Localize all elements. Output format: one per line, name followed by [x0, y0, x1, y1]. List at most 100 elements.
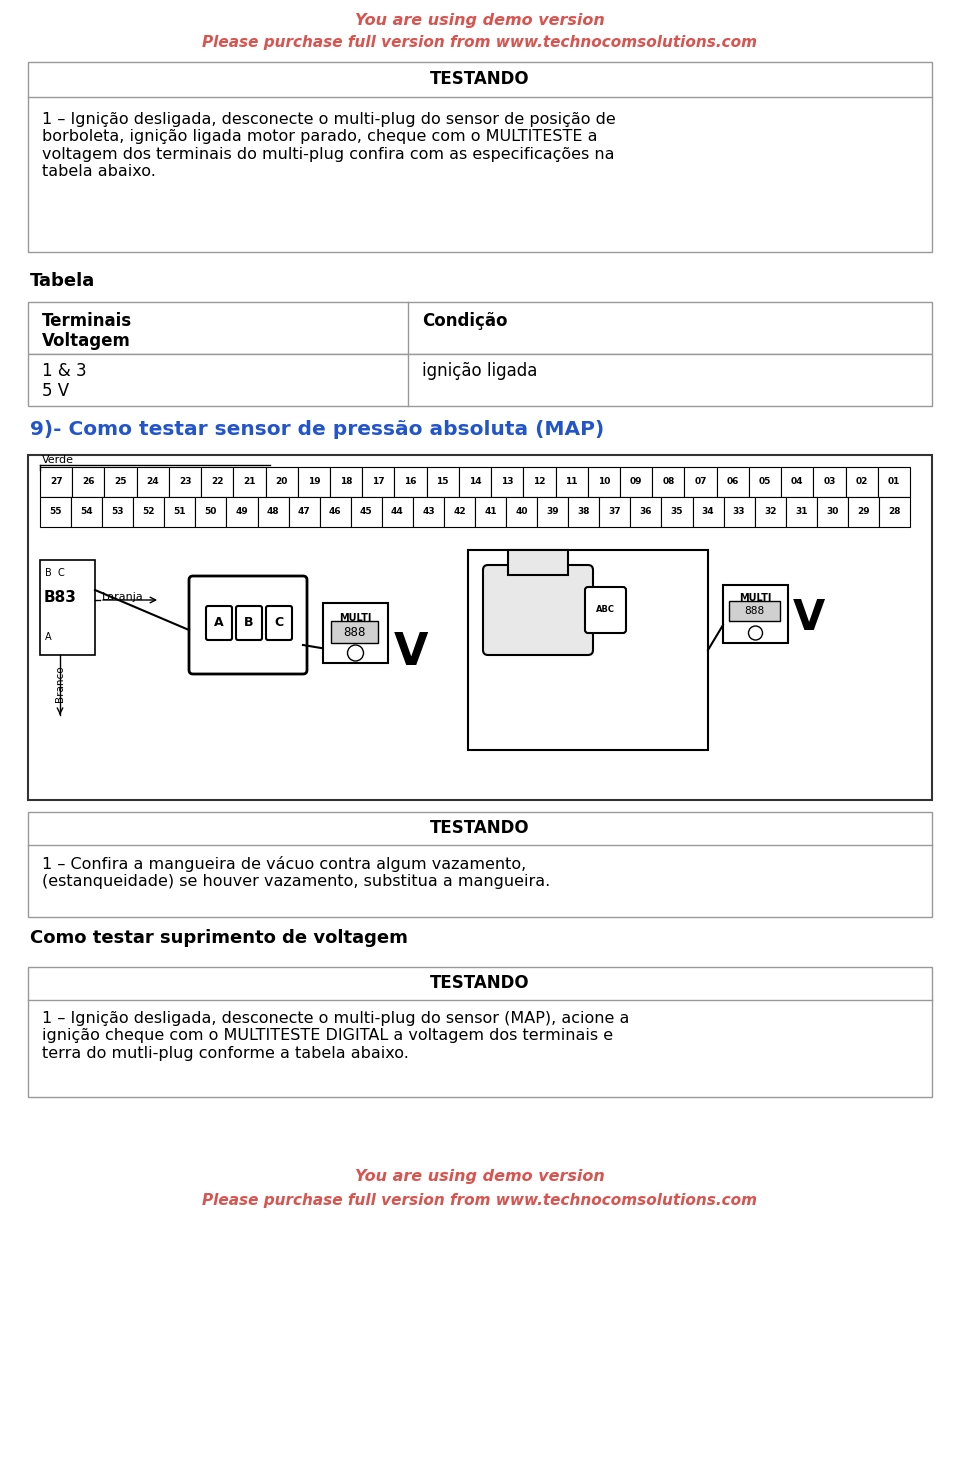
Bar [652, 467, 684, 497]
FancyBboxPatch shape [189, 576, 307, 674]
Text: 1 – Ignição desligada, desconecte o multi-plug do sensor (MAP), acione a
ignição: 1 – Ignição desligada, desconecte o mult… [42, 1011, 630, 1061]
Bar [289, 497, 320, 527]
FancyBboxPatch shape [483, 565, 593, 654]
Text: Tabela: Tabela [30, 272, 95, 289]
Text: ABC: ABC [595, 605, 614, 614]
Text: Branco: Branco [55, 665, 65, 702]
Bar [492, 467, 523, 497]
Bar [692, 497, 724, 527]
Text: 21: 21 [243, 478, 255, 487]
Circle shape [348, 646, 364, 660]
Text: Condição: Condição [422, 312, 508, 329]
Bar [729, 601, 780, 620]
Bar [40, 467, 72, 497]
Text: Please purchase full version from www.technocomsolutions.com: Please purchase full version from www.te… [203, 1193, 757, 1208]
Text: 06: 06 [727, 478, 739, 487]
Text: 26: 26 [83, 478, 95, 487]
Bar [781, 467, 813, 497]
Bar [105, 467, 136, 497]
Bar [40, 559, 95, 654]
Text: 16: 16 [404, 478, 417, 487]
Text: B83: B83 [44, 591, 77, 605]
Bar [556, 467, 588, 497]
Text: 49: 49 [235, 508, 249, 516]
Text: 50: 50 [204, 508, 217, 516]
Bar [785, 497, 817, 527]
Text: 41: 41 [484, 508, 497, 516]
Bar [195, 497, 227, 527]
Bar [755, 497, 785, 527]
Text: 42: 42 [453, 508, 466, 516]
Text: 08: 08 [662, 478, 675, 487]
Text: 51: 51 [174, 508, 186, 516]
Text: V: V [394, 631, 428, 674]
Text: 20: 20 [276, 478, 288, 487]
Bar [508, 551, 568, 574]
Text: 52: 52 [142, 508, 155, 516]
Text: 07: 07 [694, 478, 707, 487]
Bar [620, 467, 652, 497]
Text: 39: 39 [546, 508, 559, 516]
Text: 05: 05 [758, 478, 771, 487]
FancyBboxPatch shape [236, 605, 262, 640]
Bar [588, 467, 620, 497]
Bar [72, 467, 105, 497]
Bar [350, 497, 382, 527]
Bar [444, 497, 475, 527]
Text: Terminais: Terminais [42, 312, 132, 329]
Text: 44: 44 [391, 508, 404, 516]
Text: 45: 45 [360, 508, 372, 516]
Bar [257, 497, 289, 527]
Bar [684, 467, 717, 497]
Text: 19: 19 [307, 478, 321, 487]
Bar [227, 497, 257, 527]
Text: You are using demo version: You are using demo version [355, 12, 605, 28]
Bar [846, 467, 877, 497]
Text: TESTANDO: TESTANDO [430, 974, 530, 991]
Bar [233, 467, 266, 497]
Text: MULTI: MULTI [339, 613, 372, 623]
Text: 55: 55 [49, 508, 61, 516]
Text: 27: 27 [50, 478, 62, 487]
Text: 1 – Confira a mangueira de vácuo contra algum vazamento,
(estanqueidade) se houv: 1 – Confira a mangueira de vácuo contra … [42, 856, 550, 889]
Text: 24: 24 [147, 478, 159, 487]
Bar [164, 497, 195, 527]
Bar [136, 467, 169, 497]
Text: B  C: B C [45, 568, 64, 577]
Text: 15: 15 [437, 478, 449, 487]
Text: 22: 22 [211, 478, 224, 487]
Text: 29: 29 [857, 508, 870, 516]
Text: 11: 11 [565, 478, 578, 487]
Bar [599, 497, 631, 527]
Text: TESTANDO: TESTANDO [430, 70, 530, 88]
Bar [426, 467, 459, 497]
Bar [523, 467, 556, 497]
Text: 17: 17 [372, 478, 385, 487]
Text: 54: 54 [81, 508, 93, 516]
Text: 09: 09 [630, 478, 642, 487]
Text: ignição ligada: ignição ligada [422, 362, 538, 380]
Text: 5 V: 5 V [42, 381, 69, 401]
Bar [538, 497, 568, 527]
Bar [169, 467, 201, 497]
Bar [877, 467, 910, 497]
Circle shape [749, 626, 762, 640]
Text: 32: 32 [764, 508, 777, 516]
Bar [459, 467, 492, 497]
Text: Voltagem: Voltagem [42, 332, 131, 350]
Text: 47: 47 [298, 508, 310, 516]
Bar [568, 497, 599, 527]
Text: 37: 37 [609, 508, 621, 516]
Text: 12: 12 [533, 478, 545, 487]
Bar [468, 551, 708, 749]
Bar [717, 467, 749, 497]
Bar [661, 497, 692, 527]
Bar [323, 603, 388, 663]
Text: B: B [244, 616, 253, 629]
Bar [102, 497, 133, 527]
Text: 48: 48 [267, 508, 279, 516]
Bar [848, 497, 879, 527]
FancyBboxPatch shape [585, 588, 626, 634]
Text: 14: 14 [468, 478, 481, 487]
Bar [320, 497, 350, 527]
